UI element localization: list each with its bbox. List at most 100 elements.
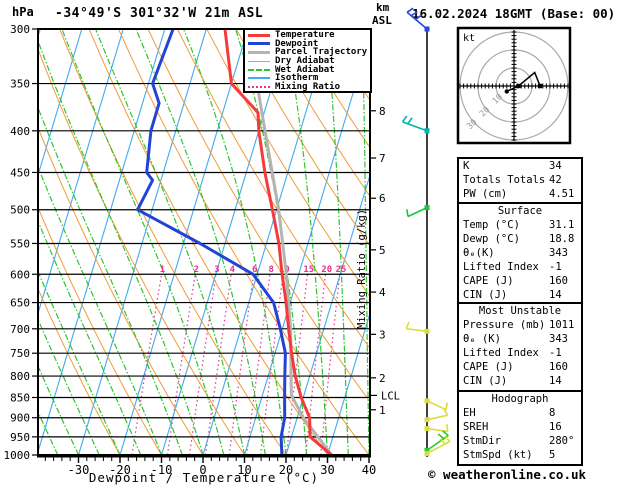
lcl-label: LCL (381, 390, 400, 402)
pressure-tick-label: 350 (10, 78, 30, 91)
chart-legend: Temperature Dewpoint Parcel Trajectory Dry … (243, 28, 372, 93)
legend-swatch-mixing-ratio (248, 85, 270, 88)
pressure-tick-label: 650 (10, 297, 30, 310)
hodograph-ring-label: 20 (478, 105, 492, 119)
pressure-tick-label: 750 (10, 347, 30, 360)
mixing-ratio-label: 10 (279, 265, 290, 275)
legend-item: Wet Adiabat (248, 65, 370, 74)
mixing-ratio-label: 15 (303, 265, 314, 275)
stat-label: CAPE (J) (463, 361, 514, 373)
stat-value: 160 (549, 361, 568, 373)
hodograph-unit-label: kt (463, 33, 475, 44)
legend-item: Dry Adiabat (248, 57, 370, 66)
hodograph-ring-label: 30 (465, 118, 479, 132)
stat-label: θₑ (K) (463, 333, 501, 345)
stat-value: 14 (549, 289, 562, 301)
legend-swatch-parcel-trajectory (248, 50, 270, 54)
stat-label: StmDir (463, 435, 501, 447)
copyright-watermark: © weatheronline.co.uk (428, 467, 587, 482)
x-axis-title: Dewpoint / Temperature (°C) (88, 470, 320, 485)
legend-swatch-temperature (248, 33, 270, 37)
km-tick-label: 7 (379, 152, 386, 165)
legend-item: Dewpoint (248, 39, 370, 48)
legend-label: Wet Adiabat (275, 64, 335, 75)
stat-row: θₑ(K) 343 (459, 246, 581, 260)
pressure-gridlines (38, 82, 370, 438)
valid-datetime: 16.02.2024 18GMT (Base: 00) (412, 6, 616, 21)
plot-background: 1 2 3 4 6 8 10 15 20 25 (38, 29, 370, 455)
pressure-axis-labels: 300 350 400 450 500 550 600 650 700 750 800 850 900 9… (4, 23, 38, 462)
stat-row: CIN (J) 14 (459, 374, 581, 388)
page-title: -34°49'S 301°32'W 21m ASL (55, 6, 264, 21)
stat-value: 31.1 (549, 219, 575, 231)
legend-item: Mixing Ratio (248, 82, 370, 91)
stat-row: Dewp (°C) 18.8 (459, 232, 581, 246)
stat-label: CAPE (J) (463, 275, 514, 287)
stat-row: Temp (°C) 31.1 (459, 218, 581, 232)
stat-label: K (463, 160, 470, 172)
km-tick-label: 1 (379, 404, 386, 417)
pressure-tick-label: 450 (10, 166, 30, 179)
stats-box-title: Hodograph (491, 393, 549, 405)
km-tick-label: 2 (379, 372, 386, 385)
stat-row: SREH 16 (459, 420, 581, 434)
stat-value: 42 (549, 174, 562, 186)
temperature-tick-label: 10 (237, 463, 251, 477)
stat-row: Lifted Index -1 (459, 260, 581, 274)
dewpoint-curve (136, 29, 287, 455)
stat-value: 160 (549, 275, 568, 287)
temperature-tick-label: 40 (362, 463, 376, 477)
stat-label: Lifted Index (463, 347, 539, 359)
pressure-tick-label: 600 (10, 268, 30, 281)
stat-label: SREH (463, 421, 489, 433)
legend-swatch-dry-adiabat (248, 60, 270, 62)
stat-row: Lifted Index -1 (459, 346, 581, 360)
stat-row: StmDir 280° (459, 434, 581, 448)
km-tick-label: 8 (379, 105, 386, 118)
parcel-trajectory-curve (246, 29, 333, 455)
stat-label: Dewp (°C) (463, 233, 520, 245)
stat-label: Totals Totals (463, 174, 546, 186)
wind-barbs (401, 7, 451, 457)
stat-row: CIN (J) 14 (459, 288, 581, 302)
legend-item: Parcel Trajectory (248, 48, 370, 57)
stat-label: StmSpd (kt) (463, 449, 533, 461)
stat-label: CIN (J) (463, 375, 508, 387)
hodograph-border (456, 26, 572, 145)
temperature-tick-label: -30 (68, 463, 90, 477)
stat-row: Pressure (mb) 1011 (459, 318, 581, 332)
stat-value: -1 (549, 347, 562, 359)
height-axis-unit-km: km (376, 1, 390, 14)
stat-value: 8 (549, 407, 556, 419)
legend-label: Parcel Trajectory (275, 47, 368, 58)
stat-value: 18.8 (549, 233, 575, 245)
stat-label: EH (463, 407, 476, 419)
legend-swatch-dewpoint (248, 42, 270, 46)
stat-row: CAPE (J) 160 (459, 274, 581, 288)
pressure-tick-label: 400 (10, 125, 30, 138)
legend-item: Isotherm (248, 74, 370, 83)
stat-label: CIN (J) (463, 289, 508, 301)
temperature-tick-label: 20 (279, 463, 293, 477)
stats-box-surface: Surface Temp (°C) 31.1 Dewp (°C) 18.8 θₑ(K) 34… (457, 202, 583, 304)
stat-label: θₑ(K) (463, 247, 495, 259)
km-tick-label: 4 (379, 286, 386, 299)
temperature-tick-label: 0 (199, 463, 206, 477)
mixing-ratio-label: 4 (230, 265, 236, 275)
hodograph-trace (506, 71, 541, 93)
pressure-tick-label: 300 (10, 23, 30, 36)
pressure-tick-label: 550 (10, 237, 30, 250)
temperature-tick-label: -10 (151, 463, 173, 477)
temperature-axis-labels: -30 -20 -10 0 10 20 30 40 (44, 457, 376, 477)
stat-row: CAPE (J) 160 (459, 360, 581, 374)
stat-row: Totals Totals 42 (459, 173, 581, 187)
legend-label: Temperature (275, 30, 335, 41)
pressure-tick-label: 850 (10, 391, 30, 404)
pressure-tick-label: 700 (10, 323, 30, 336)
pressure-tick-label: 800 (10, 370, 30, 383)
height-axis-unit-asl: ASL (372, 14, 392, 27)
stat-value: 280° (549, 435, 575, 447)
stat-label: Lifted Index (463, 261, 539, 273)
stats-box-summary: K 34 Totals Totals 42 PW (cm) 4.51 (457, 157, 583, 204)
stat-value: 4.51 (549, 188, 575, 200)
